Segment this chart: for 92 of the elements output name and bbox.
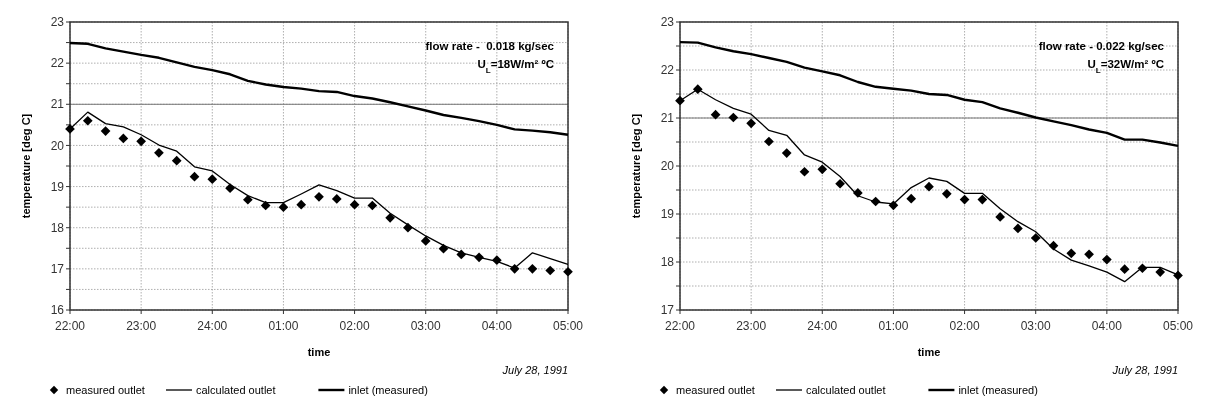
point xyxy=(1102,254,1112,265)
y-tick-label: 16 xyxy=(50,303,65,318)
point xyxy=(331,194,342,204)
point xyxy=(675,95,685,106)
annotation: U$_{L}$=18W/m² ºC xyxy=(477,58,554,75)
point xyxy=(1030,233,1041,243)
point xyxy=(243,194,253,205)
annotation: flow rate - 0.018 kg/sec xyxy=(425,40,555,52)
point xyxy=(995,212,1005,222)
point xyxy=(189,171,200,182)
point xyxy=(314,192,324,202)
y-tick-label: 19 xyxy=(50,179,65,194)
point xyxy=(367,200,378,211)
point xyxy=(100,126,111,136)
point xyxy=(781,148,792,158)
x-tick-label: 22:00 xyxy=(54,319,86,333)
point xyxy=(746,118,756,129)
point xyxy=(977,194,988,205)
point xyxy=(349,199,360,210)
y-tick-label: 17 xyxy=(50,262,65,277)
point xyxy=(1066,248,1077,259)
point xyxy=(527,264,538,274)
point xyxy=(136,136,146,147)
point xyxy=(82,115,93,126)
y-tick-label: 23 xyxy=(50,15,65,30)
annotation: U$_{L}$=32W/m² ºC xyxy=(1087,58,1164,75)
x-tick-label: 01:00 xyxy=(878,319,909,333)
x-axis-title: time xyxy=(917,346,941,358)
point xyxy=(817,164,828,175)
point xyxy=(225,183,235,194)
legend-label: inlet (measured) xyxy=(348,383,428,396)
legend-label: measured outlet xyxy=(66,383,145,396)
point xyxy=(710,109,721,120)
x-tick-label: 23:00 xyxy=(736,319,767,333)
point xyxy=(296,199,307,210)
y-axis-title: temperature [deg C] xyxy=(630,113,642,219)
point xyxy=(1173,270,1183,281)
point xyxy=(420,236,431,246)
point xyxy=(1084,249,1094,260)
x-axis-title: time xyxy=(307,346,331,358)
y-tick-label: 20 xyxy=(50,138,65,153)
x-tick-label: 03:00 xyxy=(1020,319,1052,333)
point xyxy=(728,112,739,123)
point xyxy=(1013,223,1023,234)
legend-label: calculated outlet xyxy=(806,383,886,396)
legend-label: inlet (measured) xyxy=(958,383,1038,396)
y-tick-label: 21 xyxy=(50,97,65,112)
x-tick-label: 24:00 xyxy=(197,319,228,333)
x-tick-label: 05:00 xyxy=(1162,319,1194,333)
text: July 28, 1991 xyxy=(501,364,568,376)
x-tick-label: 04:00 xyxy=(1091,319,1123,333)
x-tick-label: 01:00 xyxy=(268,319,299,333)
x-tick-label: 02:00 xyxy=(949,319,980,333)
legend-label: calculated outlet xyxy=(196,383,276,396)
text: July 28, 1991 xyxy=(1111,364,1178,376)
annotation: flow rate - 0.022 kg/sec xyxy=(1038,40,1165,52)
point xyxy=(545,265,556,276)
point xyxy=(171,155,182,166)
y-tick-label: 23 xyxy=(660,15,675,30)
point xyxy=(799,166,810,177)
point xyxy=(906,193,917,204)
point xyxy=(764,136,774,147)
point xyxy=(941,188,952,199)
point xyxy=(1155,267,1166,277)
x-tick-label: 04:00 xyxy=(481,319,513,333)
y-tick-label: 21 xyxy=(660,111,675,126)
legend-label: measured outlet xyxy=(676,383,755,396)
y-tick-label: 18 xyxy=(50,220,65,235)
y-tick-label: 22 xyxy=(50,56,65,71)
line-series xyxy=(68,41,570,136)
x-tick-label: 22:00 xyxy=(664,319,696,333)
y-tick-label: 22 xyxy=(660,63,675,78)
y-tick-label: 17 xyxy=(660,303,675,318)
point xyxy=(118,133,129,144)
point xyxy=(563,266,573,277)
x-tick-label: 02:00 xyxy=(339,319,370,333)
point xyxy=(924,181,934,192)
line-series xyxy=(678,40,1180,148)
point xyxy=(835,178,845,189)
x-tick-label: 23:00 xyxy=(126,319,157,333)
x-tick-label: 03:00 xyxy=(410,319,442,333)
x-tick-label: 24:00 xyxy=(807,319,838,333)
point xyxy=(1119,264,1130,275)
y-tick-label: 20 xyxy=(660,159,675,174)
x-tick-label: 05:00 xyxy=(552,319,584,333)
point xyxy=(278,202,289,212)
y-axis-title: temperature [deg C] xyxy=(20,113,32,219)
point xyxy=(154,147,164,158)
y-tick-label: 18 xyxy=(660,255,675,270)
point xyxy=(438,243,449,254)
y-tick-label: 19 xyxy=(660,207,675,222)
point xyxy=(207,174,218,185)
